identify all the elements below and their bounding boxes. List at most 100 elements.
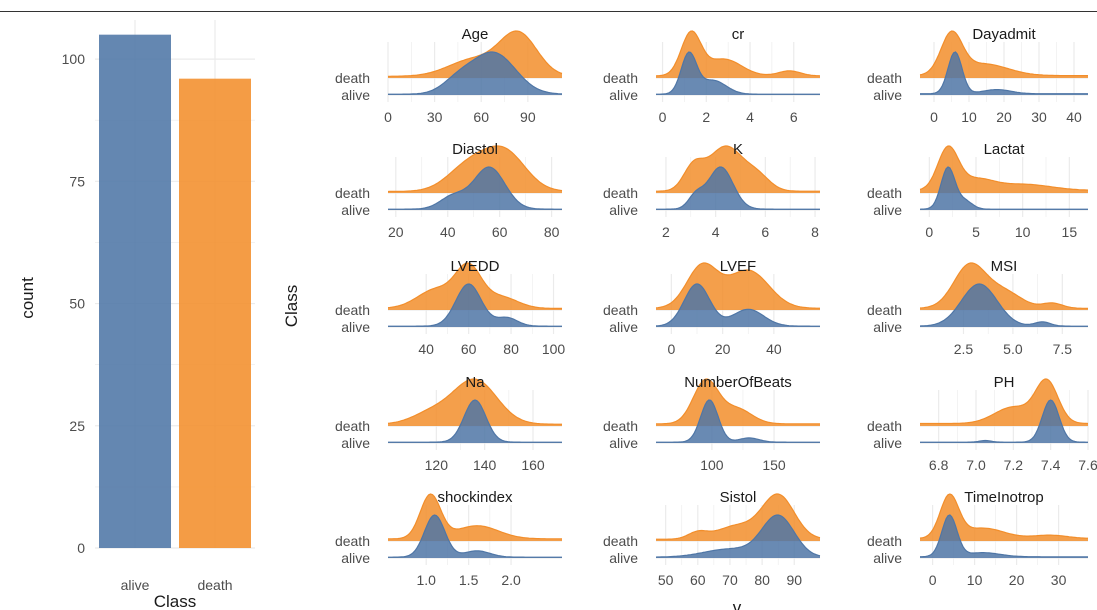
facet-title: Sistol xyxy=(720,489,757,506)
ridge-alive xyxy=(656,167,820,210)
ridge-outline-death xyxy=(387,262,562,309)
ridge-outline-alive xyxy=(388,399,562,443)
ridge-alive xyxy=(920,167,1088,210)
bar-chart-y-tick-label: 0 xyxy=(77,540,85,556)
ridge-outline-alive xyxy=(919,283,1088,327)
bar-chart-y-tick-label: 100 xyxy=(62,51,86,67)
facet-x-tick-label: 70 xyxy=(722,572,738,588)
facet-title: LVEDD xyxy=(451,258,500,275)
facet-x-tick-label: 0 xyxy=(659,109,667,125)
facet-class-label-death: death xyxy=(603,418,638,434)
facet-x-tick-label: 30 xyxy=(1031,109,1047,125)
ridge-outline-alive xyxy=(656,51,820,95)
facet-title: cr xyxy=(732,26,745,43)
class-count-bar-chart: 0 25 50 75 100 alive death count Class xyxy=(18,20,255,610)
facet-x-tick-label: 7.0 xyxy=(966,457,986,473)
facet-x-tick-label: 1.0 xyxy=(416,572,436,588)
facet-x-tick-label: 1.5 xyxy=(459,572,479,588)
ridge-alive xyxy=(388,284,562,327)
facet-class-label-alive: alive xyxy=(341,435,370,451)
bar-death xyxy=(179,78,251,549)
facet-class-label-death: death xyxy=(603,533,638,549)
facet-class-label-alive: alive xyxy=(609,435,638,451)
facet-x-tick-label: 0 xyxy=(667,341,675,357)
facet-x-tick-label: 10 xyxy=(967,572,983,588)
ridge-outline-alive xyxy=(920,514,1088,558)
facet-x-tick-label: 0 xyxy=(929,572,937,588)
ridge-alive xyxy=(656,400,820,443)
facet-x-tick-label: 5 xyxy=(972,224,980,240)
facet-x-tick-label: 2 xyxy=(702,109,710,125)
facet-x-tick-label: 100 xyxy=(700,457,724,473)
facet-class-label-death: death xyxy=(335,302,370,318)
facet-x-tick-label: 100 xyxy=(542,341,566,357)
facet-class-label-alive: alive xyxy=(873,435,902,451)
ridge-alive xyxy=(388,52,562,95)
facet-x-tick-label: 0 xyxy=(384,109,392,125)
facet-x-tick-label: 80 xyxy=(544,224,560,240)
ridge-death xyxy=(388,146,562,193)
ridge-outline-death xyxy=(919,30,1088,77)
bar-chart-x-tick-labels: alive death xyxy=(121,577,233,593)
facet-x-tick-label: 60 xyxy=(473,109,489,125)
facet-x-tick-label: 2.0 xyxy=(501,572,521,588)
facet-x-tick-label: 20 xyxy=(1009,572,1025,588)
facet-x-tick-label: 40 xyxy=(1066,109,1082,125)
ridge-outline-alive xyxy=(655,514,821,558)
facet-title: Diastol xyxy=(452,141,498,158)
facet-x-tick-label: 160 xyxy=(521,457,545,473)
facet-class-label-death: death xyxy=(335,70,370,86)
facet-class-label-death: death xyxy=(867,418,902,434)
ridge-outline-death xyxy=(919,262,1088,309)
bar-chart-y-axis-title: count xyxy=(18,277,37,319)
facet-class-label-death: death xyxy=(335,533,370,549)
facet-title: LVEF xyxy=(720,258,756,275)
facet-class-label-death: death xyxy=(867,533,902,549)
bar-chart-y-tick-label: 50 xyxy=(69,296,85,312)
facet-x-tick-label: 40 xyxy=(440,224,456,240)
bar-chart-y-tick-labels: 0 25 50 75 100 xyxy=(62,51,86,556)
facet-title: MSI xyxy=(991,258,1018,275)
facet-x-tick-label: 10 xyxy=(961,109,977,125)
ridgeline-x-axis-title: v xyxy=(733,598,742,610)
facet-title: TimeInotrop xyxy=(964,489,1043,506)
facet-x-tick-label: 4 xyxy=(746,109,754,125)
facet-x-tick-label: 10 xyxy=(1015,224,1031,240)
ridge-outline-alive xyxy=(655,283,820,327)
facet-class-label-alive: alive xyxy=(873,319,902,335)
facet-title: shockindex xyxy=(437,489,513,506)
facet-x-tick-label: 80 xyxy=(754,572,770,588)
ridge-alive xyxy=(920,284,1088,327)
ridge-alive xyxy=(920,400,1088,443)
ridge-alive xyxy=(656,52,820,95)
ridge-outline-death xyxy=(388,30,563,77)
ridge-alive xyxy=(656,515,820,558)
ridge-alive xyxy=(656,284,820,327)
facet-class-label-alive: alive xyxy=(609,319,638,335)
facet-class-label-death: death xyxy=(867,185,902,201)
bar-chart-x-tick-label: death xyxy=(197,577,232,593)
ridge-outline-death xyxy=(387,378,562,425)
facet-x-tick-label: 6 xyxy=(761,224,769,240)
facet-title: K xyxy=(733,141,743,158)
ridge-outline-alive xyxy=(388,514,562,558)
facet-x-tick-label: 30 xyxy=(1051,572,1067,588)
ridge-outline-death xyxy=(656,493,821,540)
facet-x-tick-label: 20 xyxy=(996,109,1012,125)
facet-x-tick-label: 20 xyxy=(388,224,404,240)
facet-x-tick-label: 40 xyxy=(418,341,434,357)
ridge-outline-death xyxy=(656,378,820,425)
